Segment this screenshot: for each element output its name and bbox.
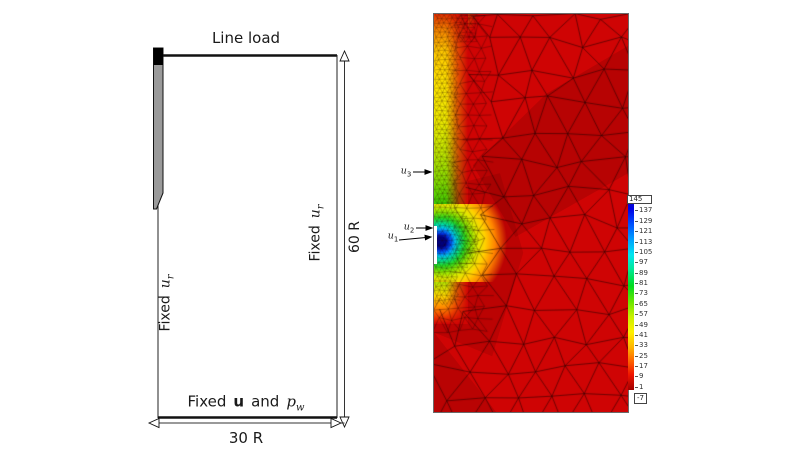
colorbar-tick: 121: [635, 228, 652, 235]
pile-cap: [153, 48, 163, 65]
colorbar-tick: 57: [635, 311, 652, 318]
colorbar-tick: 49: [635, 321, 652, 329]
u1-label: u1: [387, 230, 399, 244]
colorbar-tick: 17: [635, 363, 652, 370]
colorbar-tick: 137: [635, 207, 652, 214]
dim-arrow-down-icon: [339, 416, 350, 429]
colorbar-tick: 129: [635, 217, 652, 225]
colorbar-tick: 1: [635, 383, 652, 391]
mesh-canvas: [434, 14, 628, 412]
line-load-label: Line load: [211, 29, 281, 47]
dim-arrow-right-icon: [330, 417, 343, 429]
dim-arrow-up-icon: [339, 49, 350, 62]
u3-arrow-icon: [424, 169, 433, 175]
mesh-contour-panel: [433, 13, 629, 413]
u2-label: u2: [403, 221, 415, 235]
width-dimension-label: 30 R: [228, 429, 264, 447]
colorbar-tick: 113: [635, 238, 652, 246]
u1-arrow-icon: [424, 234, 433, 241]
colorbar-min-box: -7: [634, 393, 647, 404]
colorbar-tick: 105: [635, 248, 652, 256]
colorbar-tick: 65: [635, 300, 652, 308]
colorbar-gradient: [628, 197, 634, 390]
dim-arrow-left-icon: [147, 417, 160, 429]
colorbar-tick: 97: [635, 259, 652, 266]
colorbar-tick: 73: [635, 290, 652, 297]
colorbar: 145 137 129 121 113 105 97 89 81 73 65 57 49 41 33 25 17…: [627, 189, 672, 415]
schematic-svg: [147, 47, 350, 429]
cavity-notch: [434, 226, 437, 264]
colorbar-tick: 9: [635, 373, 652, 380]
u3-label: u3: [400, 165, 412, 179]
height-dimension-label: 60 R: [347, 221, 363, 253]
colorbar-tick: 41: [635, 331, 652, 339]
bottom-boundary-label: Fixed u and pw: [187, 392, 305, 414]
colorbar-ticks: 145 137 129 121 113 105 97 89 81 73 65 57 49 41 33 25 17…: [627, 195, 653, 391]
left-boundary-label: Fixedur: [157, 274, 177, 332]
annotation-arrows: [398, 169, 434, 241]
colorbar-tick: 89: [635, 269, 652, 277]
colorbar-tick: 81: [635, 280, 652, 287]
colorbar-tick: 25: [635, 352, 652, 360]
u2-arrow-icon: [425, 225, 434, 231]
pile-shaft: [153, 47, 164, 210]
colorbar-tick: 145: [627, 195, 653, 204]
right-boundary-label: Fixedur: [307, 204, 327, 262]
colorbar-tick: 33: [635, 342, 652, 349]
boundary-schematic: Line load Fixedur Fixedur 60 R Fixed u and…: [140, 25, 375, 450]
